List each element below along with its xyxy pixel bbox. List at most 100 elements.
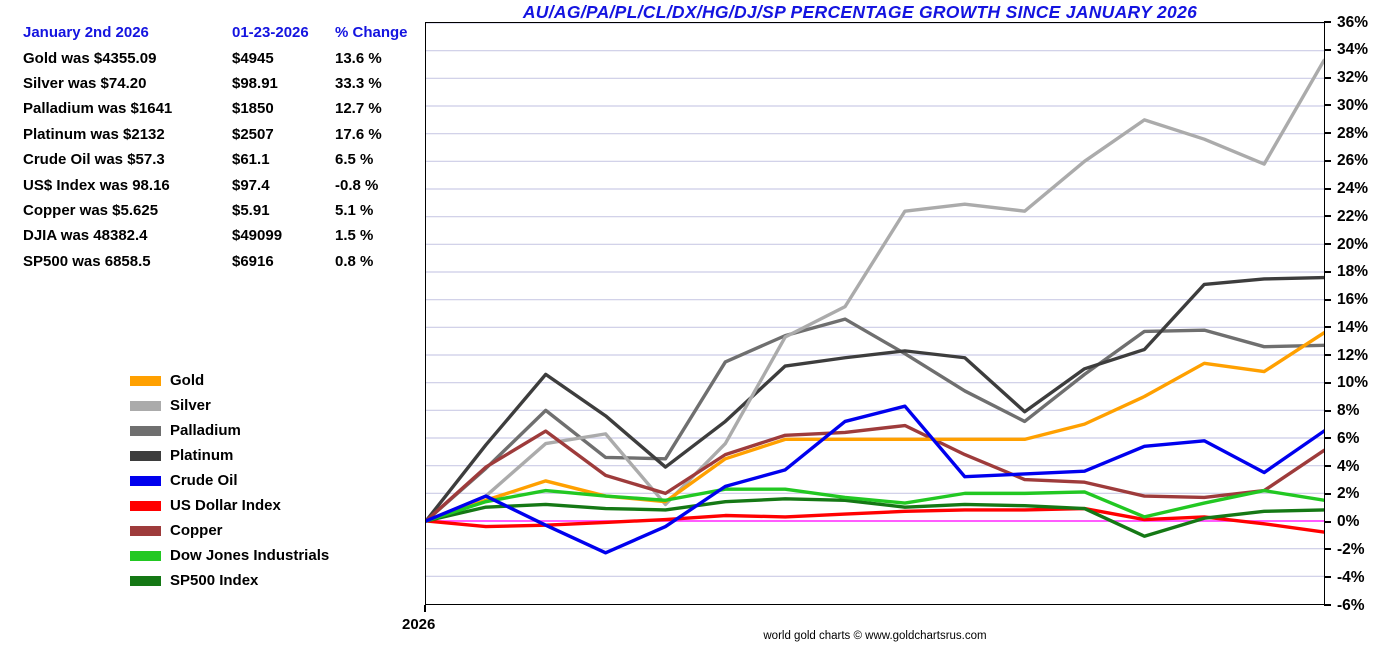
y-axis-tick — [1324, 520, 1331, 523]
y-axis-tick — [1324, 21, 1331, 23]
y-axis-label: 26% — [1337, 152, 1369, 170]
summary-row-crudeoil: Crude Oil was $57.3 $61.1 6.5 % — [23, 147, 445, 172]
legend-swatch-icon — [130, 500, 161, 511]
y-axis-tick — [1324, 159, 1331, 162]
y-axis-tick — [1324, 326, 1331, 329]
summary-change-value: 17.6 % — [335, 125, 382, 143]
legend-label: Dow Jones Industrials — [170, 547, 330, 564]
summary-change-value: -0.8 % — [335, 176, 379, 194]
series-line-gold — [426, 331, 1324, 523]
legend-item-sp500-index: SP500 Index — [130, 568, 329, 593]
summary-header-col: % Change — [335, 24, 408, 42]
summary-start-value: Platinum was $2132 — [23, 125, 165, 143]
summary-header-col: 01-23-2026 — [232, 24, 309, 42]
summary-start-value: Palladium was $1641 — [23, 100, 173, 118]
legend-label: SP500 Index — [170, 572, 259, 589]
y-axis-tick — [1324, 465, 1331, 468]
y-axis-tick — [1324, 576, 1331, 579]
series-line-copper — [426, 423, 1324, 523]
summary-current-value: $97.4 — [232, 176, 270, 194]
y-axis-tick — [1324, 548, 1331, 551]
summary-start-value: DJIA was 48382.4 — [23, 227, 148, 245]
x-axis-tick — [424, 605, 426, 612]
y-axis-label: 16% — [1337, 291, 1369, 309]
series-line-palladium — [426, 317, 1324, 523]
summary-row-platinum: Platinum was $2132 $2507 17.6 % — [23, 122, 445, 147]
y-axis-tick — [1324, 187, 1331, 190]
legend-label: Platinum — [170, 447, 234, 464]
y-axis-label: 32% — [1337, 69, 1369, 87]
y-axis-tick — [1324, 381, 1331, 384]
summary-current-value: $1850 — [232, 100, 274, 118]
series-line-dow-jones-industrials — [426, 487, 1324, 523]
summary-current-value: $6916 — [232, 252, 274, 270]
series-line-us-dollar-index — [426, 506, 1324, 534]
x-axis-label: 2026 — [402, 616, 436, 633]
y-axis-label: -6% — [1337, 596, 1365, 614]
y-axis-tick — [1324, 298, 1331, 301]
chart-title: AU/AG/PA/PL/CL/DX/HG/DJ/SP PERCENTAGE GR… — [522, 2, 1198, 22]
y-axis-label: 2% — [1337, 485, 1360, 503]
y-axis-tick — [1324, 215, 1331, 218]
summary-current-value: $49099 — [232, 227, 283, 245]
y-axis-label: 18% — [1337, 263, 1369, 281]
y-axis-label: 28% — [1337, 124, 1369, 142]
legend-label: Palladium — [170, 422, 241, 439]
legend-item-platinum: Platinum — [130, 443, 329, 468]
y-axis-label: 24% — [1337, 180, 1369, 198]
summary-table: January 2nd 2026 01-23-2026 % Change Gold w… — [23, 20, 445, 274]
summary-start-value: Crude Oil was $57.3 — [23, 151, 165, 169]
y-axis-label: 20% — [1337, 235, 1369, 253]
series-line-crude-oil — [426, 404, 1324, 555]
y-axis-label: 34% — [1337, 41, 1369, 59]
legend-swatch-icon — [130, 475, 161, 486]
y-axis-label: 8% — [1337, 402, 1360, 420]
summary-start-value: SP500 was 6858.5 — [23, 252, 151, 270]
legend-item-us-dollar-index: US Dollar Index — [130, 493, 329, 518]
summary-table-header: January 2nd 2026 01-23-2026 % Change — [23, 20, 445, 45]
y-axis-tick — [1324, 132, 1331, 135]
summary-start-value: Gold was $4355.09 — [23, 49, 157, 67]
summary-header-col: January 2nd 2026 — [23, 24, 149, 42]
y-axis-label: 10% — [1337, 374, 1369, 392]
summary-change-value: 6.5 % — [335, 151, 374, 169]
series-line-silver — [426, 58, 1324, 523]
chart-legend: Gold Silver Palladium Platinum Crude Oil US D… — [130, 368, 329, 593]
summary-row-palladium: Palladium was $1641 $1850 12.7 % — [23, 96, 445, 121]
y-axis-label: 14% — [1337, 318, 1369, 336]
legend-item-copper: Copper — [130, 518, 329, 543]
legend-label: Gold — [170, 372, 205, 389]
legend-label: Crude Oil — [170, 472, 238, 489]
legend-label: Copper — [170, 522, 223, 539]
chart-canvas — [426, 23, 1324, 577]
y-axis-tick — [1324, 270, 1331, 273]
summary-current-value: $4945 — [232, 49, 274, 67]
summary-change-value: 5.1 % — [335, 201, 374, 219]
summary-current-value: $2507 — [232, 125, 274, 143]
summary-change-value: 0.8 % — [335, 252, 374, 270]
summary-row-gold: Gold was $4355.09 $4945 13.6 % — [23, 45, 445, 70]
y-axis-label: 4% — [1337, 457, 1360, 475]
y-axis-tick — [1324, 104, 1331, 107]
legend-item-palladium: Palladium — [130, 418, 329, 443]
summary-change-value: 1.5 % — [335, 227, 374, 245]
summary-row-silver: Silver was $74.20 $98.91 33.3 % — [23, 71, 445, 96]
legend-swatch-icon — [130, 525, 161, 536]
plot-area — [425, 22, 1325, 605]
y-axis-tick — [1324, 354, 1331, 357]
legend-swatch-icon — [130, 450, 161, 461]
summary-current-value: $5.91 — [232, 201, 270, 219]
y-axis-label: -2% — [1337, 540, 1365, 558]
y-axis-label: 36% — [1337, 13, 1369, 31]
legend-swatch-icon — [130, 400, 161, 411]
y-axis-label: 30% — [1337, 96, 1369, 114]
legend-item-silver: Silver — [130, 393, 329, 418]
summary-row-copper: Copper was $5.625 $5.91 5.1 % — [23, 198, 445, 223]
summary-start-value: US$ Index was 98.16 — [23, 176, 170, 194]
legend-label: Silver — [170, 397, 211, 414]
legend-swatch-icon — [130, 575, 161, 586]
legend-item-crude-oil: Crude Oil — [130, 468, 329, 493]
y-axis-label: 0% — [1337, 513, 1360, 531]
y-axis-tick — [1324, 48, 1331, 51]
